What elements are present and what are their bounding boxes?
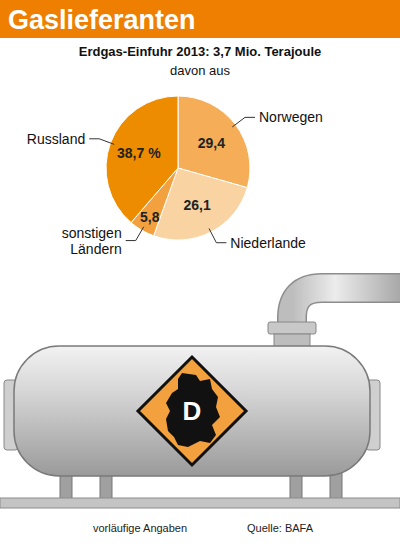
subtitle: Erdgas-Einfuhr 2013: 3,7 Mio. Terajoule bbox=[79, 44, 322, 59]
tank-illustration: D bbox=[0, 288, 400, 508]
data-label: 29,4 bbox=[198, 135, 225, 151]
label-line: Ländern bbox=[70, 241, 121, 257]
country-letter: D bbox=[183, 396, 202, 426]
category-label: Norwegen bbox=[259, 109, 323, 125]
note: vorläufige Angaben bbox=[93, 522, 187, 534]
leader-line bbox=[126, 227, 144, 241]
data-label: 38,7 % bbox=[117, 145, 161, 161]
source: Quelle: BAFA bbox=[247, 522, 314, 534]
tank-body bbox=[14, 346, 370, 476]
annotation: davon aus bbox=[170, 63, 230, 78]
title: Gaslieferanten bbox=[8, 5, 196, 35]
label-line: Norwegen bbox=[259, 109, 323, 125]
pipe-flange bbox=[268, 322, 316, 334]
label-line: Niederlande bbox=[230, 235, 306, 251]
label-line: sonstigen bbox=[62, 225, 122, 241]
tank-base bbox=[0, 498, 400, 508]
leader-line bbox=[89, 139, 114, 145]
pie-labels: 29,4 Norwegen 26,1 Niederlande 5,8 sonstigenL… bbox=[27, 109, 323, 256]
title-bar bbox=[0, 0, 400, 38]
label-line: Russland bbox=[27, 131, 85, 147]
germany-map bbox=[166, 373, 220, 447]
pie-slice bbox=[106, 96, 178, 223]
leader-line bbox=[209, 228, 226, 242]
category-label: Niederlande bbox=[230, 235, 306, 251]
leader-line bbox=[232, 117, 255, 127]
infographic: Gaslieferanten Erdgas-Einfuhr 2013: 3,7 M… bbox=[0, 0, 400, 546]
category-label: Russland bbox=[27, 131, 85, 147]
data-label: 5,8 bbox=[140, 209, 160, 225]
pie bbox=[106, 96, 250, 240]
category-label: sonstigenLändern bbox=[62, 225, 122, 257]
data-label: 26,1 bbox=[183, 197, 210, 213]
warning-diamond bbox=[138, 357, 246, 465]
